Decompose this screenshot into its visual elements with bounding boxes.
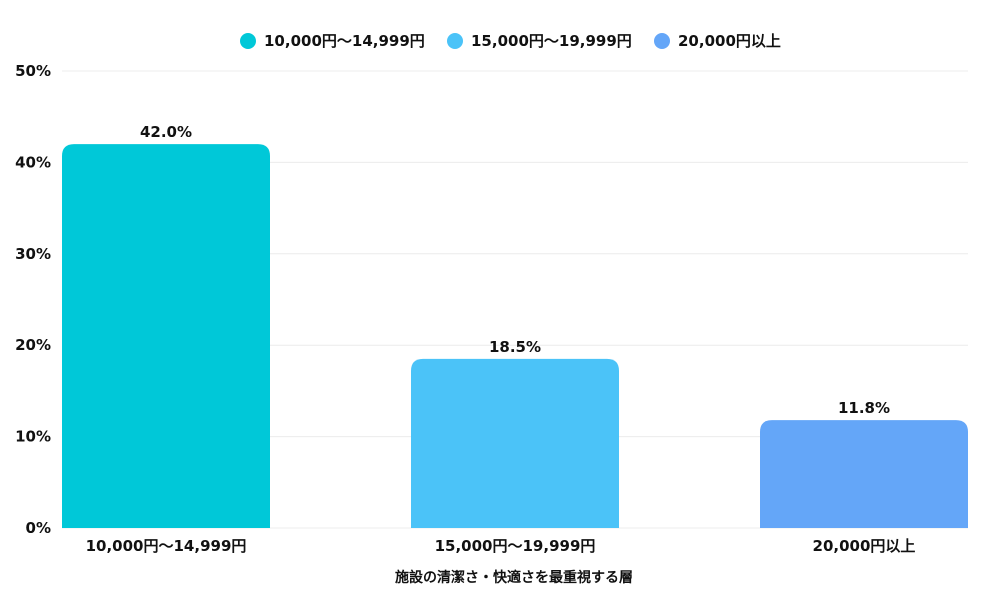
legend-label: 10,000円～14,999円 bbox=[264, 32, 425, 50]
legend-item[interactable]: 20,000円以上 bbox=[654, 32, 781, 50]
y-tick-label: 20% bbox=[15, 336, 51, 354]
legend-swatch bbox=[240, 33, 256, 49]
bar[interactable] bbox=[760, 420, 968, 528]
bar[interactable] bbox=[411, 358, 619, 528]
bar-value-label: 42.0% bbox=[140, 123, 192, 141]
legend-swatch bbox=[654, 33, 670, 49]
x-axis-title: 施設の清潔さ・快適さを最重視する層 bbox=[395, 569, 633, 586]
data-labels: 42.0% 18.5% 11.8% bbox=[140, 123, 890, 417]
legend-item[interactable]: 15,000円～19,999円 bbox=[447, 32, 632, 50]
y-tick-label: 10% bbox=[15, 428, 51, 446]
legend[interactable]: 10,000円～14,999円 15,000円～19,999円 20,000円以上 bbox=[240, 32, 781, 50]
bars bbox=[62, 144, 968, 528]
x-tick-label: 10,000円～14,999円 bbox=[86, 537, 247, 555]
legend-label: 20,000円以上 bbox=[678, 32, 781, 50]
bar-value-label: 11.8% bbox=[838, 399, 890, 417]
y-tick-label: 0% bbox=[26, 519, 51, 537]
bar-value-label: 18.5% bbox=[489, 338, 541, 356]
legend-item[interactable]: 10,000円～14,999円 bbox=[240, 32, 425, 50]
x-tick-label: 15,000円～19,999円 bbox=[435, 537, 596, 555]
y-tick-label: 30% bbox=[15, 245, 51, 263]
x-axis-ticks: 10,000円～14,999円 15,000円～19,999円 20,000円以上 bbox=[86, 537, 916, 555]
bar[interactable] bbox=[62, 144, 270, 528]
y-axis-ticks: 0% 10% 20% 30% 40% 50% bbox=[15, 62, 51, 537]
legend-swatch bbox=[447, 33, 463, 49]
y-tick-label: 40% bbox=[15, 153, 51, 171]
y-tick-label: 50% bbox=[15, 62, 51, 80]
x-tick-label: 20,000円以上 bbox=[813, 537, 916, 555]
legend-label: 15,000円～19,999円 bbox=[471, 32, 632, 50]
